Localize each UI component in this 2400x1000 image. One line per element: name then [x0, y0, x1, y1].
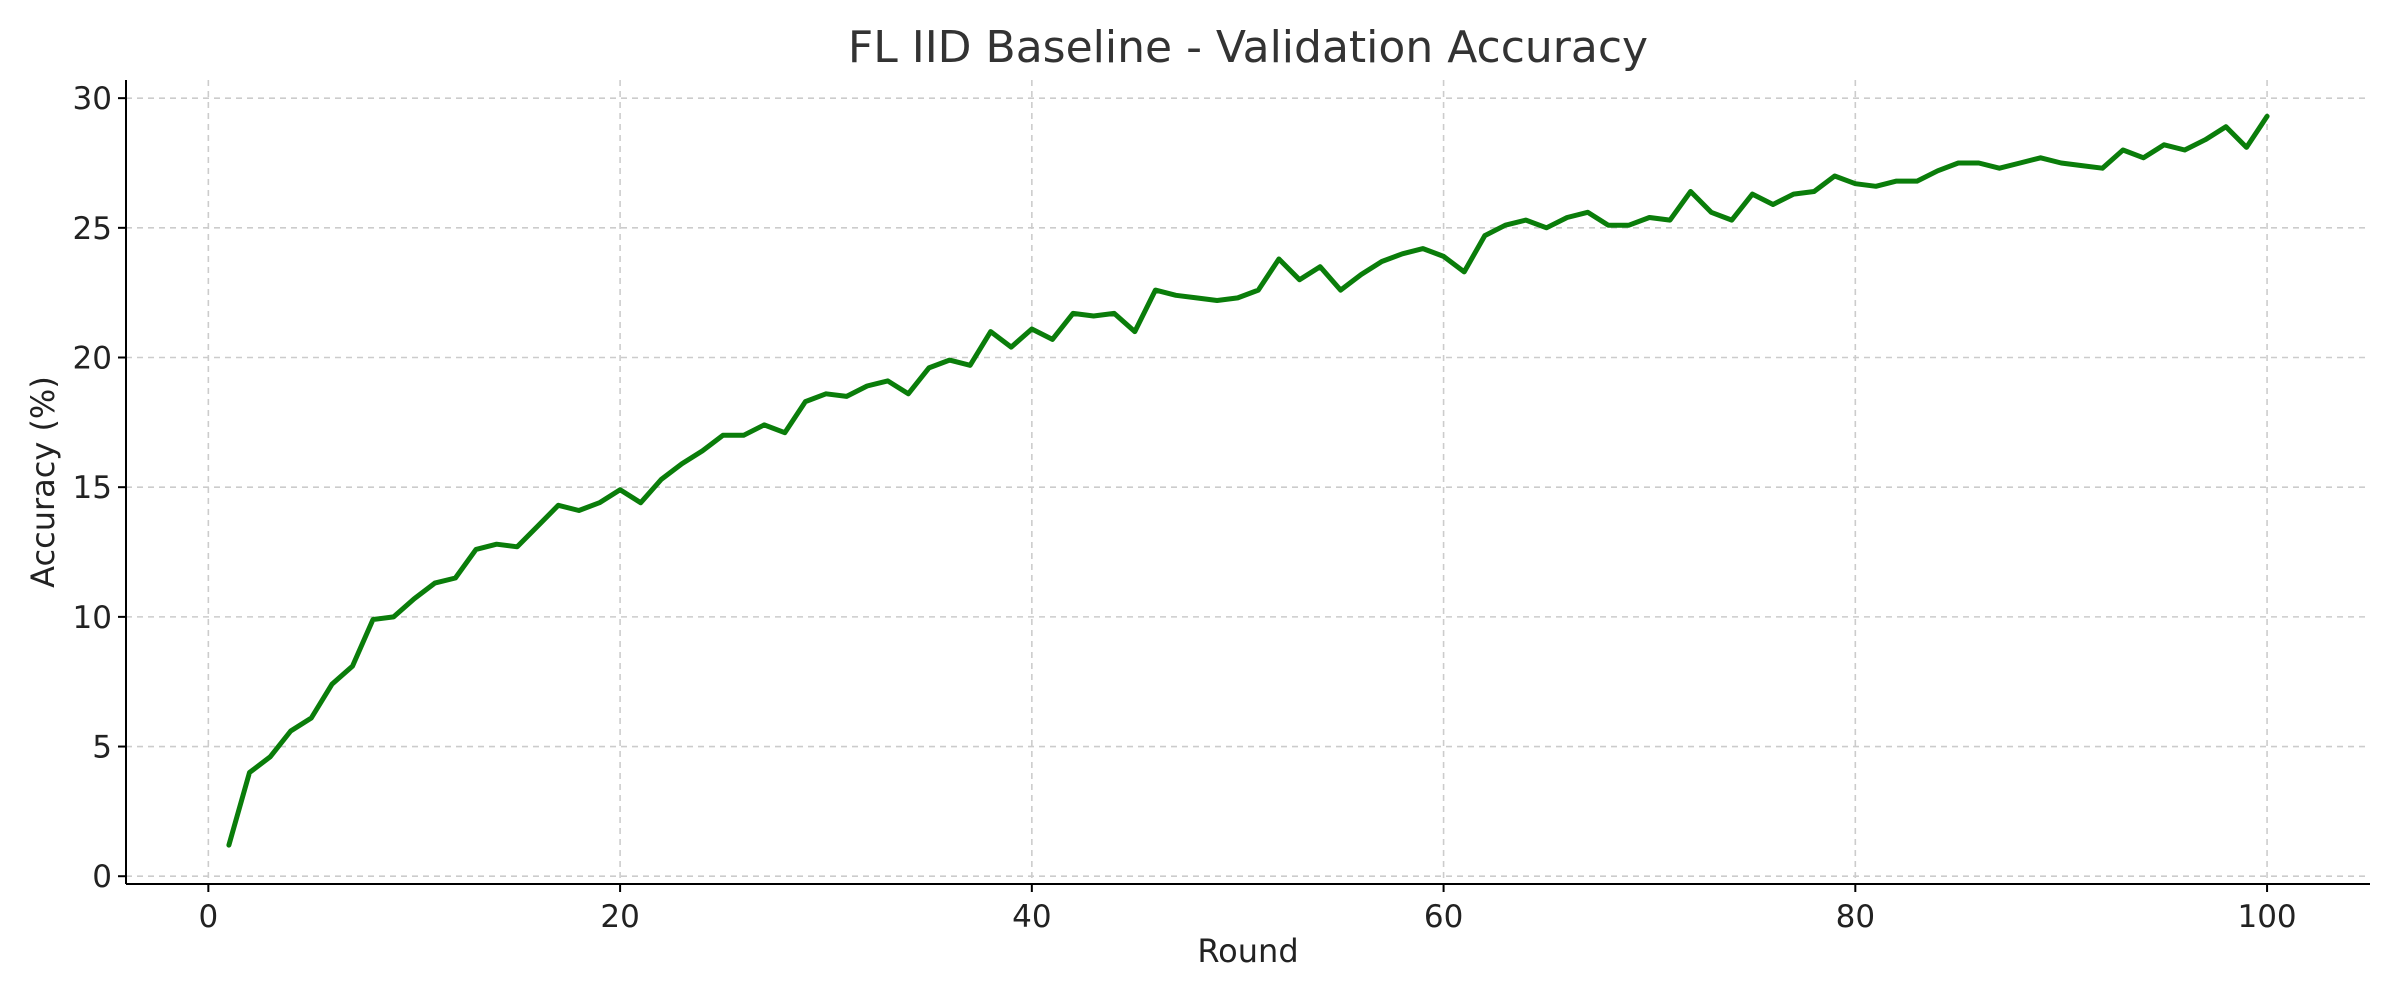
y-axis-label: Accuracy (%) [24, 376, 62, 588]
x-tick-label: 80 [1836, 899, 1875, 935]
x-axis-label: Round [1197, 932, 1298, 970]
series [226, 113, 2270, 848]
x-tick-label: 40 [1012, 899, 1051, 935]
y-tick-label: 0 [92, 859, 112, 895]
axes-spines [125, 80, 2370, 885]
x-tick-label: 60 [1424, 899, 1463, 935]
accuracy-series-line [226, 113, 2270, 848]
y-tick-label: 25 [73, 211, 112, 247]
grid [126, 80, 2370, 884]
y-tick-label: 5 [92, 730, 112, 766]
y-tick-label: 10 [73, 600, 112, 636]
x-ticks: 0 20 40 60 80 100 [198, 884, 2297, 935]
chart-title: FL IID Baseline - Validation Accuracy [848, 22, 1648, 73]
x-tick-label: 0 [198, 899, 218, 935]
y-tick-label: 15 [73, 470, 112, 506]
y-tick-label: 30 [73, 81, 112, 117]
y-ticks: 0 5 10 15 20 25 30 [73, 81, 126, 895]
x-tick-label: 100 [2237, 899, 2296, 935]
x-tick-label: 20 [600, 899, 639, 935]
y-tick-label: 20 [73, 341, 112, 377]
